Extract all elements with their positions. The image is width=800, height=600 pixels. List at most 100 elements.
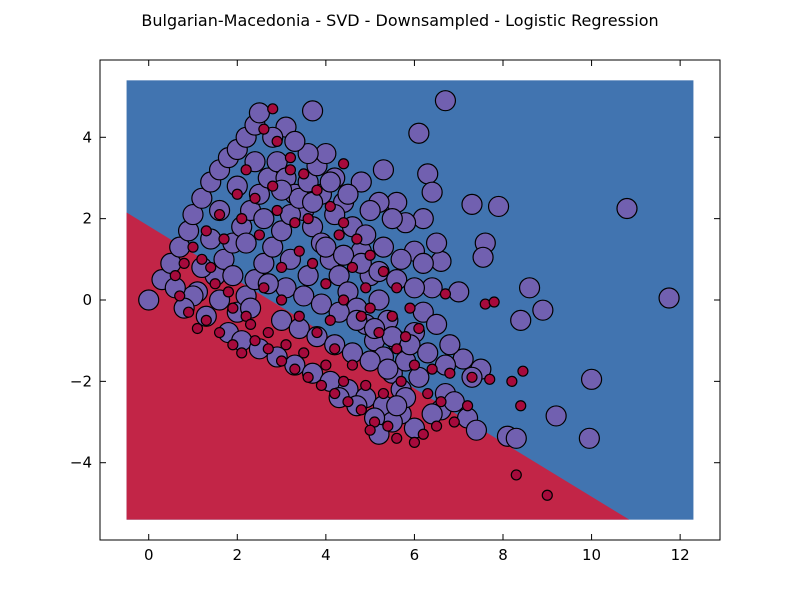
bulgarian-point <box>178 257 190 269</box>
bulgarian-point <box>298 168 310 180</box>
bulgarian-point <box>262 343 274 355</box>
bulgarian-point <box>289 363 301 375</box>
macedonian-point <box>377 358 399 380</box>
bulgarian-point <box>218 233 230 245</box>
macedonian-point <box>448 281 470 303</box>
macedonian-point <box>487 195 510 218</box>
y-axis: −4 −2 0 2 4 <box>70 128 720 472</box>
bulgarian-point <box>174 290 186 302</box>
macedonian-point <box>532 299 554 321</box>
bulgarian-point <box>488 296 500 308</box>
macedonian-point <box>253 208 275 230</box>
bulgarian-point <box>280 339 292 351</box>
bulgarian-point <box>249 192 261 204</box>
bulgarian-point <box>422 387 434 400</box>
bulgarian-point <box>510 469 522 481</box>
x-tick-label: 10 <box>582 546 601 564</box>
macedonian-point <box>275 277 297 299</box>
macedonian-point <box>386 395 408 417</box>
bulgarian-point <box>267 103 279 115</box>
bulgarian-point <box>258 282 270 294</box>
macedonian-point <box>191 187 213 209</box>
macedonian-point <box>425 313 448 336</box>
bulgarian-point <box>515 400 527 412</box>
macedonian-point <box>434 90 457 112</box>
y-tick-label: 0 <box>82 291 92 309</box>
macedonian-point <box>425 232 448 254</box>
macedonian-point <box>235 232 257 254</box>
bulgarian-point <box>364 424 376 436</box>
bulgarian-point <box>408 359 421 371</box>
bulgarian-point <box>315 379 328 392</box>
macedonian-point <box>284 130 306 152</box>
bulgarian-point <box>320 278 332 290</box>
bulgarian-point <box>209 278 221 290</box>
series-bulgarian <box>169 103 553 501</box>
bulgarian-point <box>391 432 403 444</box>
bulgarian-point <box>324 200 336 213</box>
macedonian-point <box>270 220 293 242</box>
bulgarian-point <box>200 225 212 237</box>
x-tick-label: 4 <box>321 546 331 564</box>
macedonian-point <box>213 248 235 270</box>
bulgarian-point <box>382 420 394 432</box>
macedonian-point <box>518 277 541 299</box>
macedonian-point <box>248 102 271 124</box>
bulgarian-point <box>444 367 456 379</box>
bulgarian-point <box>187 241 199 253</box>
macedonian-point <box>315 236 337 258</box>
macedonian-point <box>337 183 359 205</box>
macedonian-point <box>472 246 494 268</box>
bulgarian-point <box>386 310 398 322</box>
bulgarian-point <box>337 294 350 306</box>
x-tick-label: 0 <box>144 546 154 564</box>
macedonian-point <box>301 191 324 213</box>
x-tick-label: 2 <box>233 546 243 564</box>
macedonian-point <box>510 309 532 331</box>
bulgarian-point <box>302 213 314 225</box>
macedonian-point <box>328 264 350 287</box>
macedonian-point <box>138 289 160 311</box>
bulgarian-point <box>408 436 421 448</box>
bulgarian-point <box>355 310 367 322</box>
bulgarian-point <box>275 294 288 306</box>
y-tick-label: −2 <box>70 372 92 390</box>
bulgarian-point <box>289 217 301 229</box>
macedonian-point <box>412 252 434 274</box>
region-lower <box>126 212 630 520</box>
bulgarian-point <box>364 302 376 314</box>
bulgarian-point <box>213 326 226 339</box>
macedonian-point <box>658 287 680 309</box>
bulgarian-point <box>439 288 452 300</box>
bulgarian-point <box>236 213 248 225</box>
macedonian-point <box>222 264 244 287</box>
bulgarian-point <box>337 158 350 170</box>
bulgarian-point <box>244 318 257 331</box>
bulgarian-point <box>377 265 390 278</box>
macedonian-point <box>421 277 443 299</box>
bulgarian-point <box>373 326 385 339</box>
bulgarian-point <box>253 229 266 241</box>
macedonian-point <box>417 163 439 185</box>
macedonian-point <box>297 264 319 287</box>
bulgarian-point <box>258 123 270 135</box>
bulgarian-point <box>329 387 341 400</box>
bulgarian-point <box>342 396 354 408</box>
macedonian-point <box>408 366 430 388</box>
bulgarian-point <box>182 306 195 318</box>
macedonian-point <box>465 419 488 441</box>
macedonian-point <box>350 171 372 193</box>
bulgarian-point <box>236 347 248 359</box>
y-tick-label: −4 <box>70 454 92 472</box>
macedonian-point <box>578 427 600 449</box>
bulgarian-point <box>430 420 443 432</box>
bulgarian-point <box>271 135 283 147</box>
bulgarian-point <box>205 261 217 274</box>
bulgarian-point <box>311 184 323 196</box>
bulgarian-point <box>484 373 496 385</box>
macedonian-point <box>262 236 284 258</box>
bulgarian-point <box>249 335 261 347</box>
bulgarian-point <box>227 339 239 351</box>
x-tick-label: 12 <box>671 546 690 564</box>
